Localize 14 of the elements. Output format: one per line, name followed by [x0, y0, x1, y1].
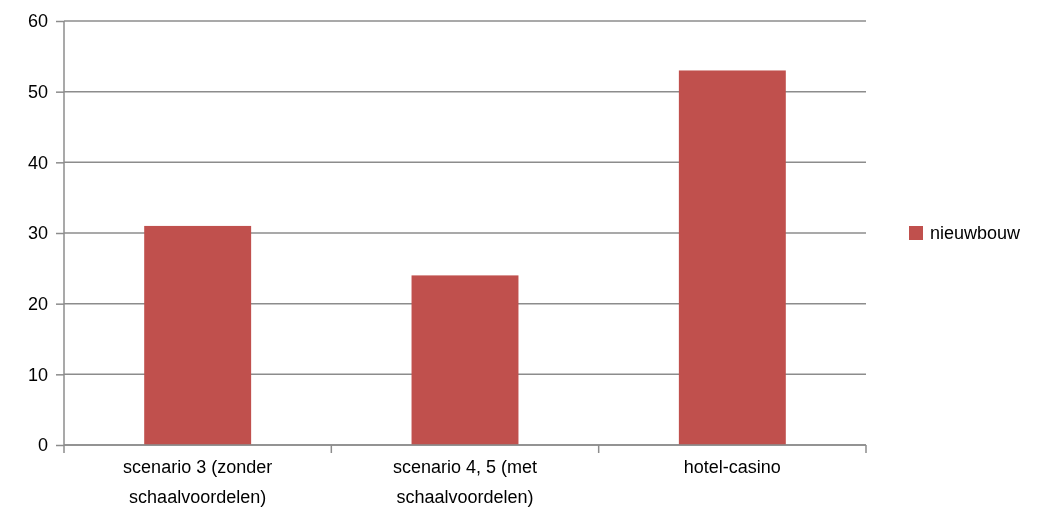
- legend-label: nieuwbouw: [930, 223, 1022, 243]
- y-tick-label: 60: [27, 11, 48, 32]
- y-tick-label: 10: [27, 364, 48, 385]
- bar: [678, 70, 786, 445]
- y-tick-label: 40: [27, 152, 48, 173]
- bar: [411, 275, 519, 445]
- y-tick-label: 30: [27, 223, 48, 244]
- x-tick-label: scenario 3 (zonder schaalvoordelen): [123, 457, 273, 507]
- y-tick-label: 50: [27, 81, 48, 102]
- x-tick-label: hotel-casino: [683, 457, 781, 477]
- y-tick-label: 20: [27, 293, 48, 314]
- y-tick-label: 0: [37, 435, 48, 456]
- x-tick-label: scenario 4, 5 (met schaalvoordelen): [392, 457, 538, 507]
- bar: [144, 225, 252, 445]
